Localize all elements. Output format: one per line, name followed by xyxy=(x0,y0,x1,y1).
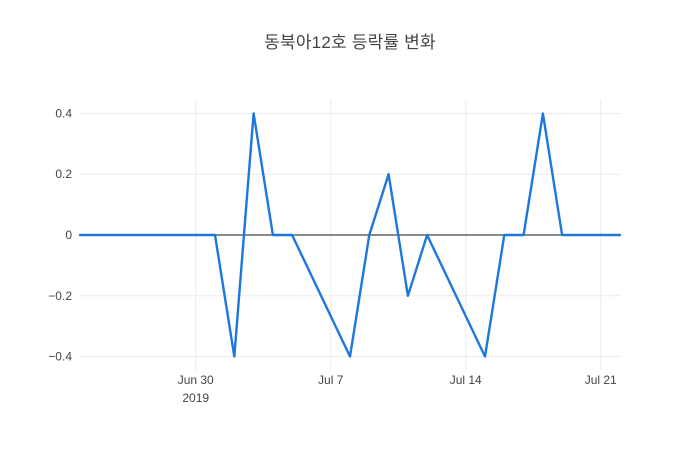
series-line xyxy=(78,112,622,358)
x-tick-label: Jul 21 xyxy=(585,373,617,387)
chart-title: 동북아12호 등락률 변화 xyxy=(264,33,436,52)
x-tick-label: Jul 14 xyxy=(450,373,482,387)
x-tick-label: Jul 7 xyxy=(318,373,344,387)
x-tick-label: Jun 30 xyxy=(178,373,214,387)
x-tick-sublabel: 2019 xyxy=(182,391,209,405)
y-tick-label: 0.2 xyxy=(55,167,72,181)
y-tick-label: −0.4 xyxy=(48,350,72,364)
y-tick-label: 0.4 xyxy=(55,106,72,120)
y-tick-label: −0.2 xyxy=(48,289,72,303)
y-tick-label: 0 xyxy=(65,228,72,242)
